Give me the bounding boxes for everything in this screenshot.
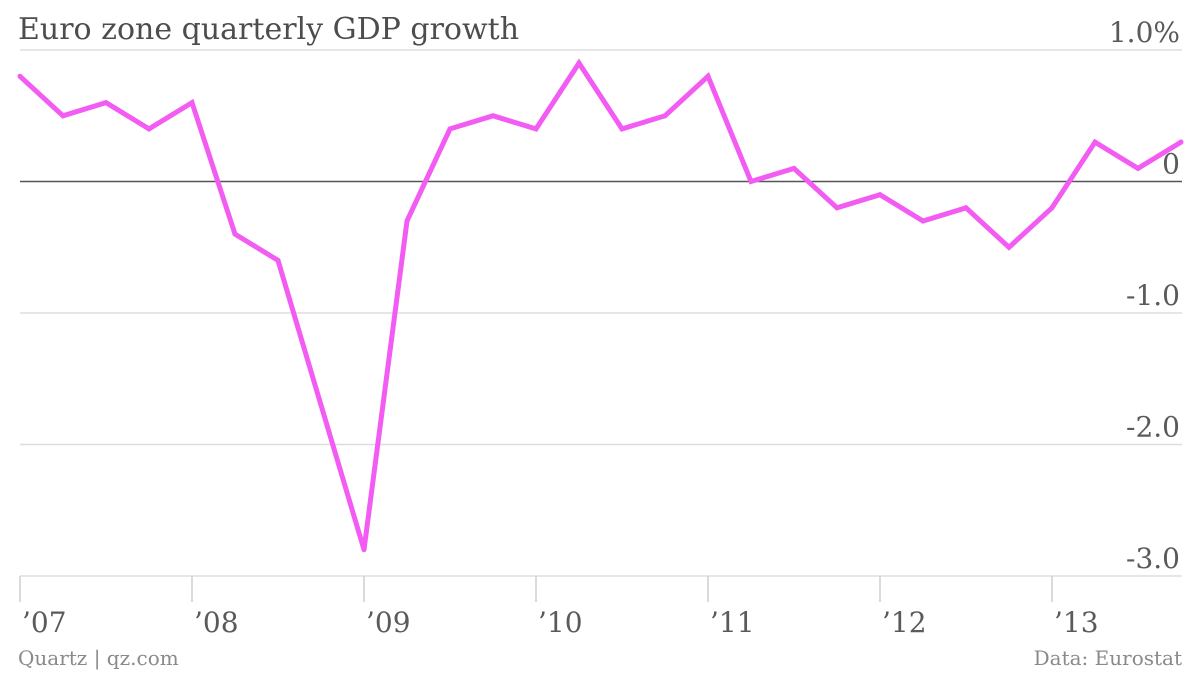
data-point [705,73,711,79]
x-tick-label: ’08 [194,606,239,639]
data-point [275,257,281,263]
data-point [533,126,539,132]
data-point [361,547,367,553]
y-tick-label: -3.0 [1126,542,1180,575]
data-point [447,126,453,132]
x-tick-label: ’11 [710,606,755,639]
x-tick-label: ’12 [882,606,927,639]
data-point [576,60,582,66]
gdp-growth-line [18,58,1183,551]
data-point [404,218,410,224]
data-point [17,73,23,79]
chart-title: Euro zone quarterly GDP growth [18,12,520,47]
data-point [146,126,152,132]
y-tick-label: -2.0 [1126,411,1180,444]
data-point [920,218,926,224]
y-tick-label: -1.0 [1126,279,1180,312]
data-point [1092,139,1098,145]
data-point [1049,205,1055,211]
data-point [1178,139,1184,145]
x-tick-label: ’09 [366,606,411,639]
source-credit: Quartz | qz.com [18,646,179,670]
data-point [60,113,66,119]
data-point [490,113,496,119]
data-point [1135,165,1141,171]
y-tick-label: 1.0% [1109,16,1180,49]
x-tick-label: ’10 [538,606,583,639]
data-point [619,126,625,132]
data-point [834,205,840,211]
data-point [662,113,668,119]
data-point [877,192,883,198]
data-point [791,165,797,171]
data-source: Data: Eurostat [1033,646,1182,670]
data-point [103,100,109,106]
data-point [1006,244,1012,250]
x-tick-label: ’13 [1054,606,1099,639]
y-tick-label: 0 [1162,148,1180,181]
data-point [189,100,195,106]
data-point [318,402,324,408]
x-tick-label: ’07 [22,606,67,639]
data-point [963,205,969,211]
data-point [748,179,754,184]
data-point [232,231,238,237]
